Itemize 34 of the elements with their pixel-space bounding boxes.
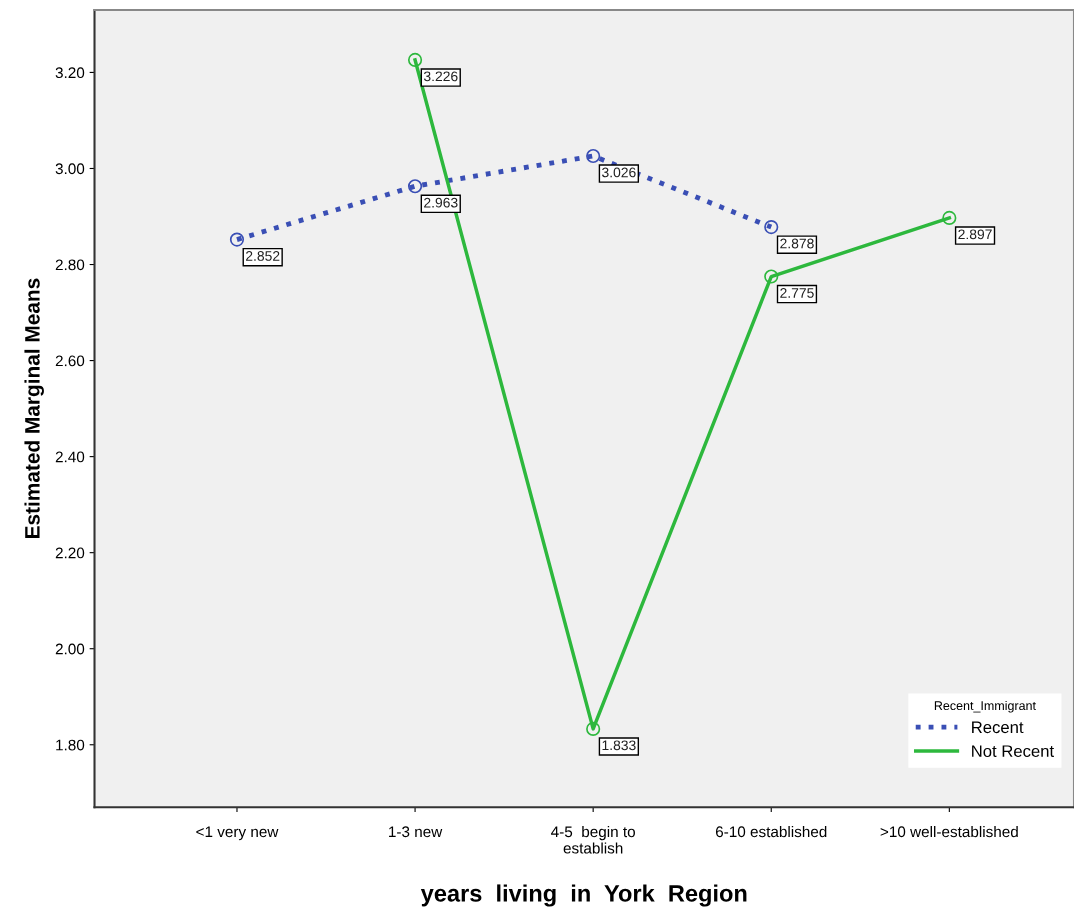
- y-tick-label: 2.00: [55, 643, 85, 655]
- legend-title: Recent_Immigrant: [934, 700, 1036, 713]
- point: [407, 179, 423, 194]
- data-label: 2.878: [780, 238, 814, 249]
- y-tick-label: 2.20: [55, 547, 85, 559]
- point: [764, 269, 779, 284]
- data-label: 3.026: [602, 167, 636, 178]
- y-tick-label: 2.60: [55, 355, 85, 367]
- x-tick-label: >10 well-established: [880, 825, 1018, 838]
- x-axis-title: years living in York Region: [420, 884, 747, 907]
- data-label: 3.226: [423, 71, 458, 82]
- legend-label: Not Recent: [972, 745, 1054, 758]
- x-tick-label: 1-3 new: [389, 826, 443, 838]
- data-label: 1.833: [602, 740, 636, 751]
- legend-label: Recent: [972, 721, 1024, 734]
- point: [586, 721, 601, 736]
- x-tick-label: 4-5 begin to establish: [551, 825, 635, 854]
- x-tick-label: <1 very new: [196, 826, 279, 841]
- y-tick-label: 1.80: [56, 739, 85, 751]
- x-tick-label: 6-10 established: [715, 825, 827, 838]
- data-label: 2.963: [424, 197, 458, 208]
- y-tick-label: 2.80: [55, 259, 85, 271]
- data-label: 2.775: [780, 288, 814, 298]
- point: [942, 210, 957, 226]
- data-label: 2.852: [246, 251, 280, 261]
- point: [764, 219, 779, 235]
- y-tick-label: 3.00: [55, 163, 85, 175]
- y-tick-label: 3.20: [55, 67, 85, 79]
- point: [229, 232, 245, 247]
- data-label: 2.897: [958, 229, 992, 240]
- point: [407, 52, 423, 68]
- y-tick-label: 2.40: [55, 451, 85, 463]
- y-axis-title: Estimated Marginal Means: [24, 278, 44, 539]
- point: [586, 148, 601, 164]
